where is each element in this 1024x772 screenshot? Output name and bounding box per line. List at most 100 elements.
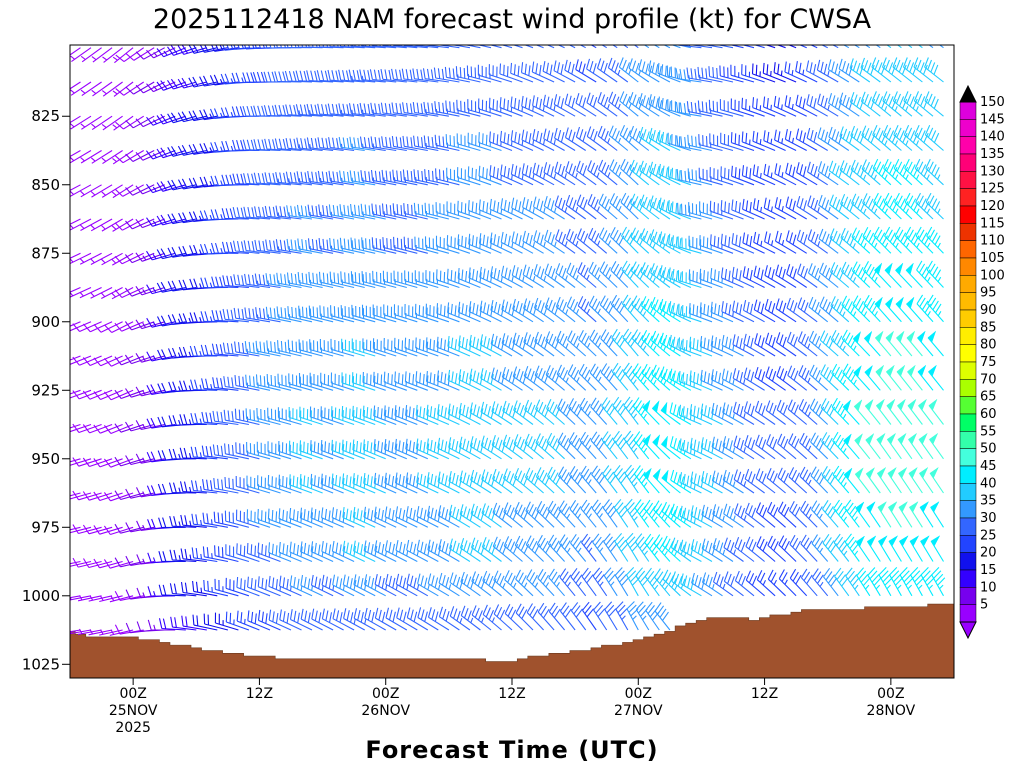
wind-barb bbox=[596, 58, 618, 83]
wind-barb bbox=[839, 126, 860, 151]
wind-barb bbox=[575, 93, 597, 117]
wind-barb bbox=[638, 59, 660, 83]
wind-barb bbox=[168, 415, 197, 426]
wind-barb bbox=[268, 609, 292, 631]
wind-barb bbox=[167, 78, 197, 90]
wind-barb-pennant bbox=[842, 399, 852, 412]
wind-barb bbox=[222, 308, 249, 323]
wind-barb bbox=[753, 299, 776, 323]
wind-barb bbox=[554, 127, 576, 151]
wind-barb bbox=[686, 67, 713, 83]
wind-barb-pennant bbox=[651, 399, 660, 413]
wind-barb-pennant bbox=[876, 398, 885, 411]
wind-barb bbox=[413, 135, 439, 152]
wind-barb bbox=[257, 542, 281, 563]
wind-barb bbox=[436, 370, 460, 391]
wind-barb bbox=[158, 551, 186, 563]
wind-barb bbox=[754, 400, 776, 425]
wind-barb bbox=[722, 469, 744, 494]
wind-barb bbox=[374, 506, 397, 528]
wind-barb bbox=[300, 608, 323, 631]
wind-barb bbox=[841, 329, 860, 357]
wind-barb bbox=[536, 534, 555, 562]
colorbar-label: 10 bbox=[980, 580, 997, 595]
wind-barb bbox=[668, 233, 692, 254]
wind-barb bbox=[167, 246, 197, 258]
wind-barb bbox=[622, 362, 639, 391]
wind-barb bbox=[392, 169, 418, 186]
wind-barb bbox=[588, 295, 608, 323]
wind-barb bbox=[311, 608, 334, 631]
wind-barb bbox=[708, 99, 734, 117]
wind-barb bbox=[512, 332, 534, 357]
wind-barb bbox=[235, 442, 260, 460]
wind-barb bbox=[350, 271, 376, 289]
wind-barb bbox=[743, 367, 765, 391]
colorbar-swatch bbox=[959, 344, 977, 363]
wind-barb bbox=[469, 368, 492, 391]
wind-barb bbox=[146, 183, 176, 194]
wind-barb bbox=[798, 398, 818, 425]
wind-barb bbox=[514, 535, 534, 562]
wind-barb bbox=[342, 540, 365, 562]
wind-barb bbox=[392, 45, 418, 49]
wind-barb bbox=[319, 338, 344, 357]
wind-barb bbox=[903, 124, 923, 151]
wind-barb bbox=[268, 542, 292, 563]
wind-barb bbox=[468, 233, 492, 254]
wind-barb bbox=[235, 475, 260, 494]
wind-barb bbox=[927, 294, 944, 323]
colorbar-swatch bbox=[959, 171, 977, 189]
wind-barb bbox=[267, 474, 292, 494]
wind-barb bbox=[457, 234, 481, 254]
wind-barb bbox=[610, 261, 629, 288]
wind-barb bbox=[522, 264, 544, 288]
wind-barb bbox=[245, 374, 271, 391]
wind-barb bbox=[580, 499, 597, 528]
wind-barb bbox=[257, 475, 281, 494]
wind-barb bbox=[275, 205, 302, 220]
wind-barb bbox=[80, 150, 102, 164]
wind-barb bbox=[603, 567, 618, 597]
wind-barb bbox=[424, 236, 450, 254]
wind-barb bbox=[243, 206, 271, 220]
wind-barb bbox=[225, 577, 250, 597]
wind-barb bbox=[515, 569, 534, 597]
wind-barb bbox=[521, 163, 544, 186]
wind-barb bbox=[70, 560, 81, 565]
wind-barb bbox=[309, 339, 334, 357]
wind-barb-pennant bbox=[855, 535, 866, 548]
wind-barb bbox=[111, 287, 134, 300]
wind-barb bbox=[415, 337, 439, 357]
wind-barb bbox=[417, 607, 439, 631]
wind-barb bbox=[916, 294, 934, 323]
wind-barb bbox=[862, 193, 881, 220]
wind-barb bbox=[553, 94, 576, 117]
wind-barb bbox=[828, 160, 850, 186]
wind-barb bbox=[569, 466, 587, 494]
wind-barb bbox=[295, 104, 323, 117]
wind-barb bbox=[393, 304, 418, 323]
wind-barb bbox=[265, 273, 292, 289]
wind-barb bbox=[805, 60, 828, 83]
wind-barb bbox=[756, 536, 776, 562]
wind-barb bbox=[316, 70, 344, 83]
wind-barb bbox=[190, 412, 218, 426]
wind-barb bbox=[658, 197, 681, 220]
wind-barb bbox=[380, 102, 407, 117]
wind-barb-pennant bbox=[895, 296, 905, 309]
wind-barb bbox=[649, 161, 671, 186]
wind-barb bbox=[649, 229, 671, 254]
wind-barb bbox=[745, 536, 765, 562]
wind-barb bbox=[223, 409, 249, 426]
wind-barb bbox=[471, 571, 492, 597]
wind-barb bbox=[70, 389, 81, 395]
wind-barb bbox=[287, 306, 313, 323]
wind-barb bbox=[438, 572, 460, 597]
wind-barb bbox=[124, 252, 155, 264]
wind-barb bbox=[114, 321, 144, 332]
wind-barb bbox=[774, 163, 797, 186]
wind-barb bbox=[70, 595, 81, 599]
wind-barb bbox=[214, 578, 239, 597]
wind-barb bbox=[101, 81, 123, 97]
